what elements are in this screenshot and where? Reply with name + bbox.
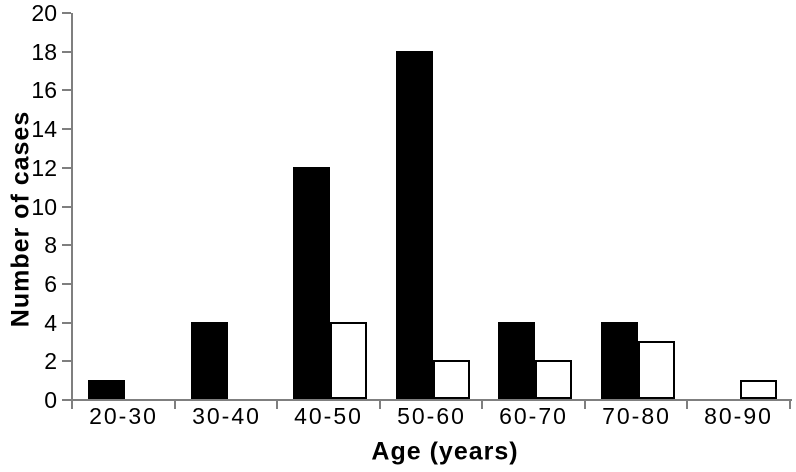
y-tick xyxy=(62,51,71,53)
bar-open-40-50 xyxy=(330,322,367,399)
y-tick xyxy=(62,283,71,285)
x-tick-label: 70-80 xyxy=(602,403,671,429)
y-tick-label: 16 xyxy=(31,77,57,103)
y-tick-label: 14 xyxy=(31,116,57,142)
x-tick xyxy=(379,401,381,409)
x-tick-label: 50-60 xyxy=(397,403,466,429)
x-tick xyxy=(789,401,791,409)
y-tick xyxy=(62,89,71,91)
y-tick-label: 12 xyxy=(31,155,57,181)
x-axis-title: Age (years) xyxy=(371,437,519,466)
y-tick xyxy=(62,360,71,362)
x-tick-label: 60-70 xyxy=(499,403,568,429)
y-tick-label: 2 xyxy=(44,348,57,374)
x-tick-label: 80-90 xyxy=(704,403,773,429)
y-tick-label: 10 xyxy=(31,194,57,220)
x-tick-label: 30-40 xyxy=(192,403,261,429)
bar-filled-40-50 xyxy=(293,167,330,399)
x-tick xyxy=(276,401,278,409)
x-tick-label: 40-50 xyxy=(294,403,363,429)
x-tick xyxy=(481,401,483,409)
bar-filled-60-70 xyxy=(498,322,535,399)
bar-open-50-60 xyxy=(433,360,470,399)
y-tick-label: 4 xyxy=(44,310,57,336)
x-axis-line xyxy=(71,399,792,401)
bar-open-80-90 xyxy=(740,380,777,399)
x-tick xyxy=(584,401,586,409)
bar-open-60-70 xyxy=(535,360,572,399)
bar-filled-50-60 xyxy=(396,51,433,399)
x-tick xyxy=(174,401,176,409)
y-tick xyxy=(62,244,71,246)
bar-filled-20-30 xyxy=(88,380,125,399)
y-tick-label: 0 xyxy=(44,387,57,413)
y-tick xyxy=(62,128,71,130)
y-tick-label: 6 xyxy=(44,271,57,297)
y-tick-label: 8 xyxy=(44,232,57,258)
y-tick xyxy=(62,12,71,14)
x-tick xyxy=(71,401,73,409)
bar-filled-70-80 xyxy=(601,322,638,399)
y-tick-label: 20 xyxy=(31,0,57,26)
bar-filled-30-40 xyxy=(191,322,228,399)
bar-open-70-80 xyxy=(638,341,675,399)
y-tick-label: 18 xyxy=(31,39,57,65)
x-tick xyxy=(686,401,688,409)
y-tick xyxy=(62,322,71,324)
y-axis-line xyxy=(71,13,73,401)
x-tick-label: 20-30 xyxy=(89,403,158,429)
y-tick xyxy=(62,399,71,401)
y-tick xyxy=(62,167,71,169)
y-tick xyxy=(62,206,71,208)
